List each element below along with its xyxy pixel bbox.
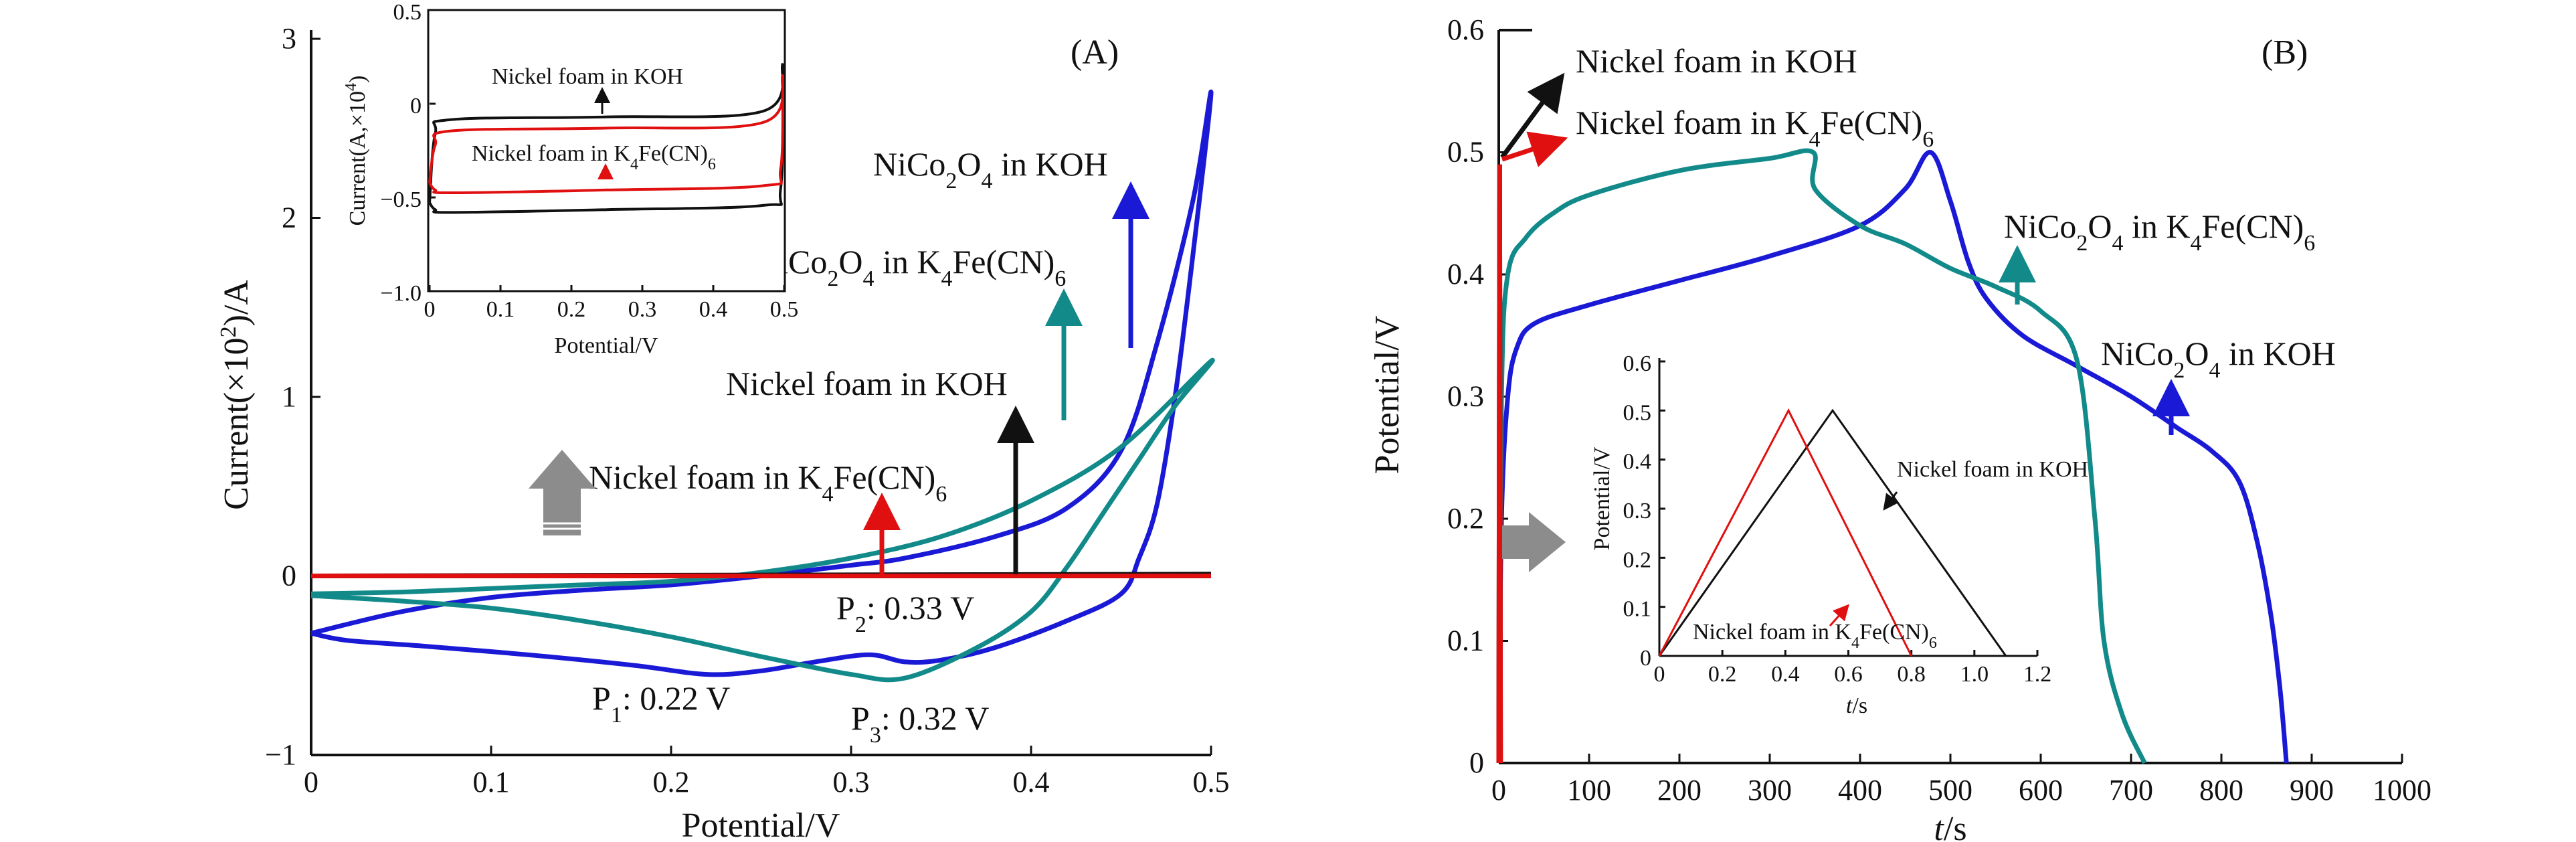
panel-a-y-tick-label: 0	[282, 560, 296, 592]
panel-a-x-tick-label: 0.2	[653, 766, 690, 798]
panel-a-label: (A)	[1071, 33, 1119, 72]
panel-a-label-p2: P2: 0.33 V	[836, 589, 974, 637]
panel-a-x-tick-label: 0.5	[1193, 766, 1230, 798]
panel-b-inset-y-tick-label: 0.4	[1623, 450, 1652, 475]
panel-a-inset-series-nickel-foam-in-k4fe-cn-6	[428, 74, 784, 195]
panel-a-x-tick-label: 0.3	[833, 766, 870, 798]
panel-b-inset-x-tick-label: 0.6	[1834, 662, 1863, 687]
panel-b-inset-x-tick-label: 1.0	[1960, 662, 1989, 687]
panel-b-label-nico-fe: NiCo2O4 in K4Fe(CN)6	[2004, 207, 2315, 256]
panel-b-inset-y-tick-label: 0	[1640, 646, 1651, 671]
panel-a-inset-x-tick-label: 0.4	[699, 297, 728, 322]
panel-a-x-tick-label: 0.4	[1013, 766, 1050, 798]
panel-b-x-tick-label: 700	[2109, 774, 2153, 807]
panel-a-series	[310, 89, 1215, 683]
panel-b-label-foam-fe: Nickel foam in K4Fe(CN)6	[1576, 104, 1934, 152]
panel-b-series-nickel-foam-in-k4fe-cn-6	[1496, 164, 1503, 764]
panel-a-y-tick-label: −1	[265, 738, 296, 771]
panel-b-inset-arrow-foam-fe	[1829, 604, 1849, 626]
panel-b-label-nico-koh: NiCo2O4 in KOH	[2101, 335, 2336, 383]
panel-a-inset-x-tick-label: 0.1	[486, 297, 515, 322]
panel-a-x-tick-label: 0.1	[473, 766, 510, 798]
panel-b-inset-y-tick-label: 0.5	[1623, 400, 1652, 425]
panel-b-y-tick-label: 0.4	[1447, 258, 1484, 290]
panel-a-inset: 0 0.1 0.2 0.3 0.4 0.5 −1.0 −0.5 0 0.5 Potential/…	[343, 0, 798, 358]
panel-a-inset-y-tick-label: −1.0	[380, 281, 422, 306]
panel-a-inset-x-tick-label: 0.2	[557, 297, 586, 322]
panel-b-series-nico2o4-in-k4fe-cn-6	[1496, 148, 2147, 764]
panel-b-x-tick-label: 0	[1491, 774, 1506, 807]
panel-b-y-tick-label: 0.6	[1447, 13, 1484, 46]
panel-b-x-axis-label: t/s	[1934, 810, 1966, 842]
panel-b-x-tick-label: 900	[2290, 774, 2334, 807]
panel-b-gray-right-arrow-icon	[1502, 512, 1566, 572]
panel-b-inset-x-tick-label: 0.4	[1771, 662, 1800, 687]
panel-b-y-tick-label: 0.2	[1447, 502, 1484, 535]
panel-a-y-tick-label: 3	[282, 22, 296, 55]
panel-a-inset-y-tick-label: 0.5	[393, 0, 422, 25]
panel-a-inset-y-tick-label: −0.5	[380, 187, 422, 212]
panel-b-inset-x-tick-label: 0.2	[1708, 662, 1737, 687]
panel-a-inset-y-axis-label: Current(A,×104)	[343, 76, 370, 226]
panel-b-x-tick-label: 800	[2199, 774, 2243, 807]
panel-a-gray-up-arrow-icon	[529, 450, 595, 535]
panel-a-inset-x-tick-label: 0.3	[628, 297, 657, 322]
panel-b-inset-x-tick-label: 1.2	[2023, 662, 2052, 687]
panel-b-x-tick-label: 400	[1838, 774, 1882, 807]
panel-b-inset-y-tick-label: 0.6	[1623, 351, 1652, 376]
panel-b-x-tick-label: 600	[2019, 774, 2063, 807]
panel-b-inset-y-tick-label: 0.1	[1623, 597, 1652, 622]
panel-a-series-nico2o4-in-k4fe-cn-6	[310, 357, 1215, 683]
panel-a-label-nico-fe: NiCo2O4 in K4Fe(CN)6	[755, 243, 1066, 291]
panel-a-x-tick-label: 0	[304, 766, 318, 798]
panel-a-y-tick-label: 2	[282, 201, 296, 234]
panel-b-x-tick-label: 500	[1928, 774, 1972, 807]
panel-a-label-nico-koh: NiCo2O4 in KOH	[873, 145, 1108, 193]
panel-b-arrow-foam-fe	[1501, 131, 1568, 167]
panel-a-y-axis-label: Current(×102)/A	[216, 280, 256, 510]
panel-a-label-p3: P3: 0.32 V	[851, 699, 989, 748]
panel-a-y-tick-label: 1	[282, 380, 296, 413]
panel-b-inset-label-foam-koh: Nickel foam in KOH	[1897, 457, 2088, 482]
panel-b-y-tick-label: 0.3	[1447, 380, 1484, 413]
panel-b-inset-arrow-foam-koh	[1883, 491, 1900, 511]
panel-b-inset-label-foam-fe: Nickel foam in K4Fe(CN)6	[1693, 620, 1937, 652]
panel-a-inset-label-foam-koh: Nickel foam in KOH	[492, 64, 683, 89]
panel-b: 0 100 200 300 400 500 600 700 800 900 1000 0 0.1 0.2…	[1368, 13, 2431, 842]
panel-b-y-tick-label: 0.1	[1447, 624, 1484, 657]
panel-b-y-tick-label: 0.5	[1447, 136, 1484, 169]
panel-a-label-foam-fe: Nickel foam in K4Fe(CN)6	[589, 458, 947, 507]
panel-b-inset-series-nickel-foam-in-koh	[1658, 408, 2007, 657]
panel-b-inset-y-tick-label: 0.2	[1623, 548, 1652, 572]
panel-b-series-nico2o4-in-koh	[1496, 150, 2289, 764]
panel-b-arrow-foam-koh	[1500, 72, 1565, 159]
panel-b-inset-series-nickel-foam-in-k4fe-cn-6	[1658, 408, 1913, 657]
panel-a-x-axis-label: Potential/V	[682, 807, 840, 842]
panel-b-inset-x-tick-label: 0.8	[1897, 662, 1926, 687]
panel-a-label-p1: P1: 0.22 V	[592, 679, 730, 728]
panel-b-inset: 0 0.2 0.4 0.6 0.8 1.0 1.2 00.10.20.30.40.50.6 …	[1590, 351, 2088, 718]
panel-b-label: (B)	[2262, 33, 2308, 72]
panel-a-inset-x-axis-label: Potential/V	[555, 333, 658, 358]
panel-a-inset-y-tick-label: 0	[410, 94, 422, 118]
panel-b-x-tick-label: 100	[1567, 774, 1611, 807]
panel-b-y-tick-label: 0	[1469, 746, 1484, 779]
panel-b-series	[1496, 148, 2289, 764]
panel-a-inset-x-tick-label: 0	[424, 297, 436, 322]
panel-b-x-tick-label: 200	[1657, 774, 1701, 807]
panel-a-inset-x-tick-label: 0.5	[770, 297, 799, 322]
panel-b-x-tick-label: 300	[1748, 774, 1792, 807]
panel-b-inset-y-axis-label: Potential/V	[1590, 446, 1615, 550]
panel-b-label-foam-koh: Nickel foam in KOH	[1576, 42, 1857, 80]
panel-b-x-tick-label: 1000	[2373, 774, 2431, 807]
panel-a-label-foam-koh: Nickel foam in KOH	[726, 365, 1008, 402]
panel-b-inset-y-tick-label: 0.3	[1623, 499, 1652, 523]
panel-b-inset-x-tick-label: 0	[1654, 662, 1665, 687]
panel-a-inset-frame	[427, 9, 786, 292]
panel-b-y-axis-label: Potential/V	[1368, 316, 1406, 475]
panel-b-inset-x-axis-label: t/s	[1846, 693, 1867, 718]
